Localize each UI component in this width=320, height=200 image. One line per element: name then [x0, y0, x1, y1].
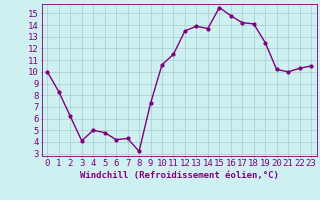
X-axis label: Windchill (Refroidissement éolien,°C): Windchill (Refroidissement éolien,°C) [80, 171, 279, 180]
